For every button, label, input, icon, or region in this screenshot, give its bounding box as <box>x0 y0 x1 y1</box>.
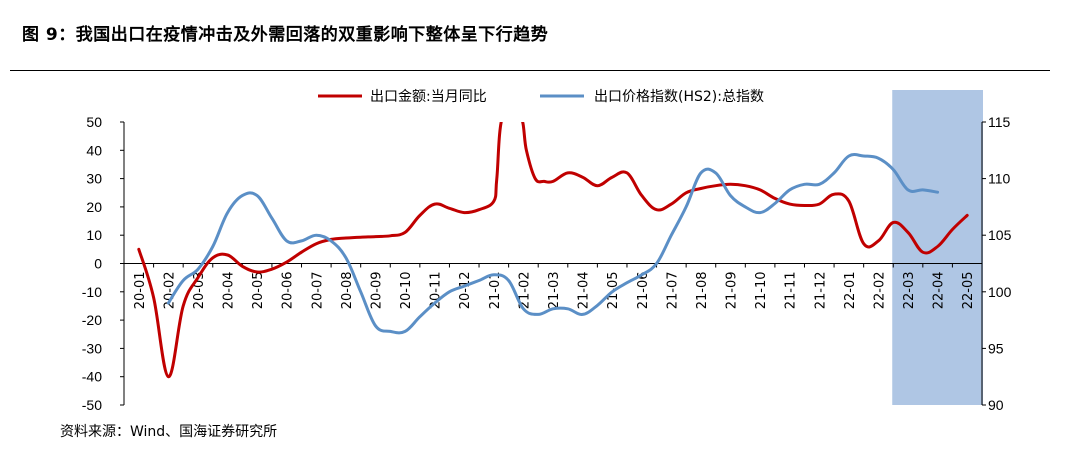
page-title: 图 9：我国出口在疫情冲击及外需回落的双重影响下整体呈下行趋势 <box>22 25 549 45</box>
x-tick-label: 20-04 <box>222 272 237 310</box>
x-tick-label: 20-10 <box>399 272 414 310</box>
source-note: 资料来源：Wind、国海证券研究所 <box>60 424 278 440</box>
left-tick-label: -50 <box>82 397 102 413</box>
x-tick-label: 20-08 <box>340 272 355 310</box>
x-tick-label: 20-05 <box>251 272 266 310</box>
axes-layer: 50403020100-10-20-30-40-5011511010510095… <box>82 114 1012 413</box>
title-divider <box>10 70 1050 71</box>
left-tick-label: -40 <box>82 369 102 385</box>
series-line-2 <box>166 153 940 335</box>
x-tick-label: 22-04 <box>932 272 947 310</box>
x-tick-label: 21-12 <box>813 272 828 310</box>
legend-label-2: 出口价格指数(HS2):总指数 <box>594 89 764 105</box>
x-tick-label: 22-03 <box>902 272 917 310</box>
x-tick-label: 20-06 <box>281 272 296 310</box>
legend-label-1: 出口金额:当月同比 <box>370 89 487 105</box>
right-tick-label: 100 <box>988 284 1012 300</box>
x-tick-label: 21-11 <box>784 272 799 310</box>
series-layer <box>137 122 969 379</box>
x-tick-label: 20-07 <box>310 272 325 310</box>
x-tick-label: 21-04 <box>577 272 592 310</box>
right-tick-label: 110 <box>988 171 1011 187</box>
x-tick-label: 22-02 <box>872 272 887 310</box>
x-tick-label: 20-01 <box>133 272 148 310</box>
left-tick-label: 30 <box>86 171 102 187</box>
left-tick-label: -30 <box>82 340 102 356</box>
left-tick-label: 10 <box>86 227 102 243</box>
x-tick-label: 22-05 <box>961 272 976 310</box>
x-tick-label: 21-03 <box>547 272 562 310</box>
x-tick-label: 21-07 <box>665 272 680 310</box>
left-tick-label: 20 <box>86 199 102 215</box>
x-tick-label: 22-01 <box>843 272 858 310</box>
right-tick-label: 115 <box>988 114 1011 130</box>
left-tick-label: -10 <box>82 284 102 300</box>
left-tick-label: 50 <box>86 114 102 130</box>
series-line-1 <box>137 122 969 379</box>
right-tick-label: 105 <box>988 227 1012 243</box>
right-tick-label: 90 <box>988 397 1004 413</box>
x-tick-label: 21-06 <box>636 272 651 310</box>
x-tick-label: 20-09 <box>369 272 384 310</box>
x-tick-label: 21-02 <box>517 272 532 310</box>
right-tick-label: 95 <box>988 340 1004 356</box>
x-tick-label: 21-01 <box>488 272 503 310</box>
x-tick-label: 20-02 <box>162 272 177 310</box>
legend: 出口金额:当月同比 出口价格指数(HS2):总指数 <box>318 89 764 105</box>
x-tick-label: 21-08 <box>695 272 710 310</box>
x-tick-label: 21-09 <box>725 272 740 310</box>
left-tick-label: -20 <box>82 312 102 328</box>
x-tick-label: 21-10 <box>754 272 769 310</box>
left-tick-label: 0 <box>94 256 102 272</box>
left-tick-label: 40 <box>86 142 102 158</box>
x-tick-label: 20-12 <box>458 272 473 310</box>
